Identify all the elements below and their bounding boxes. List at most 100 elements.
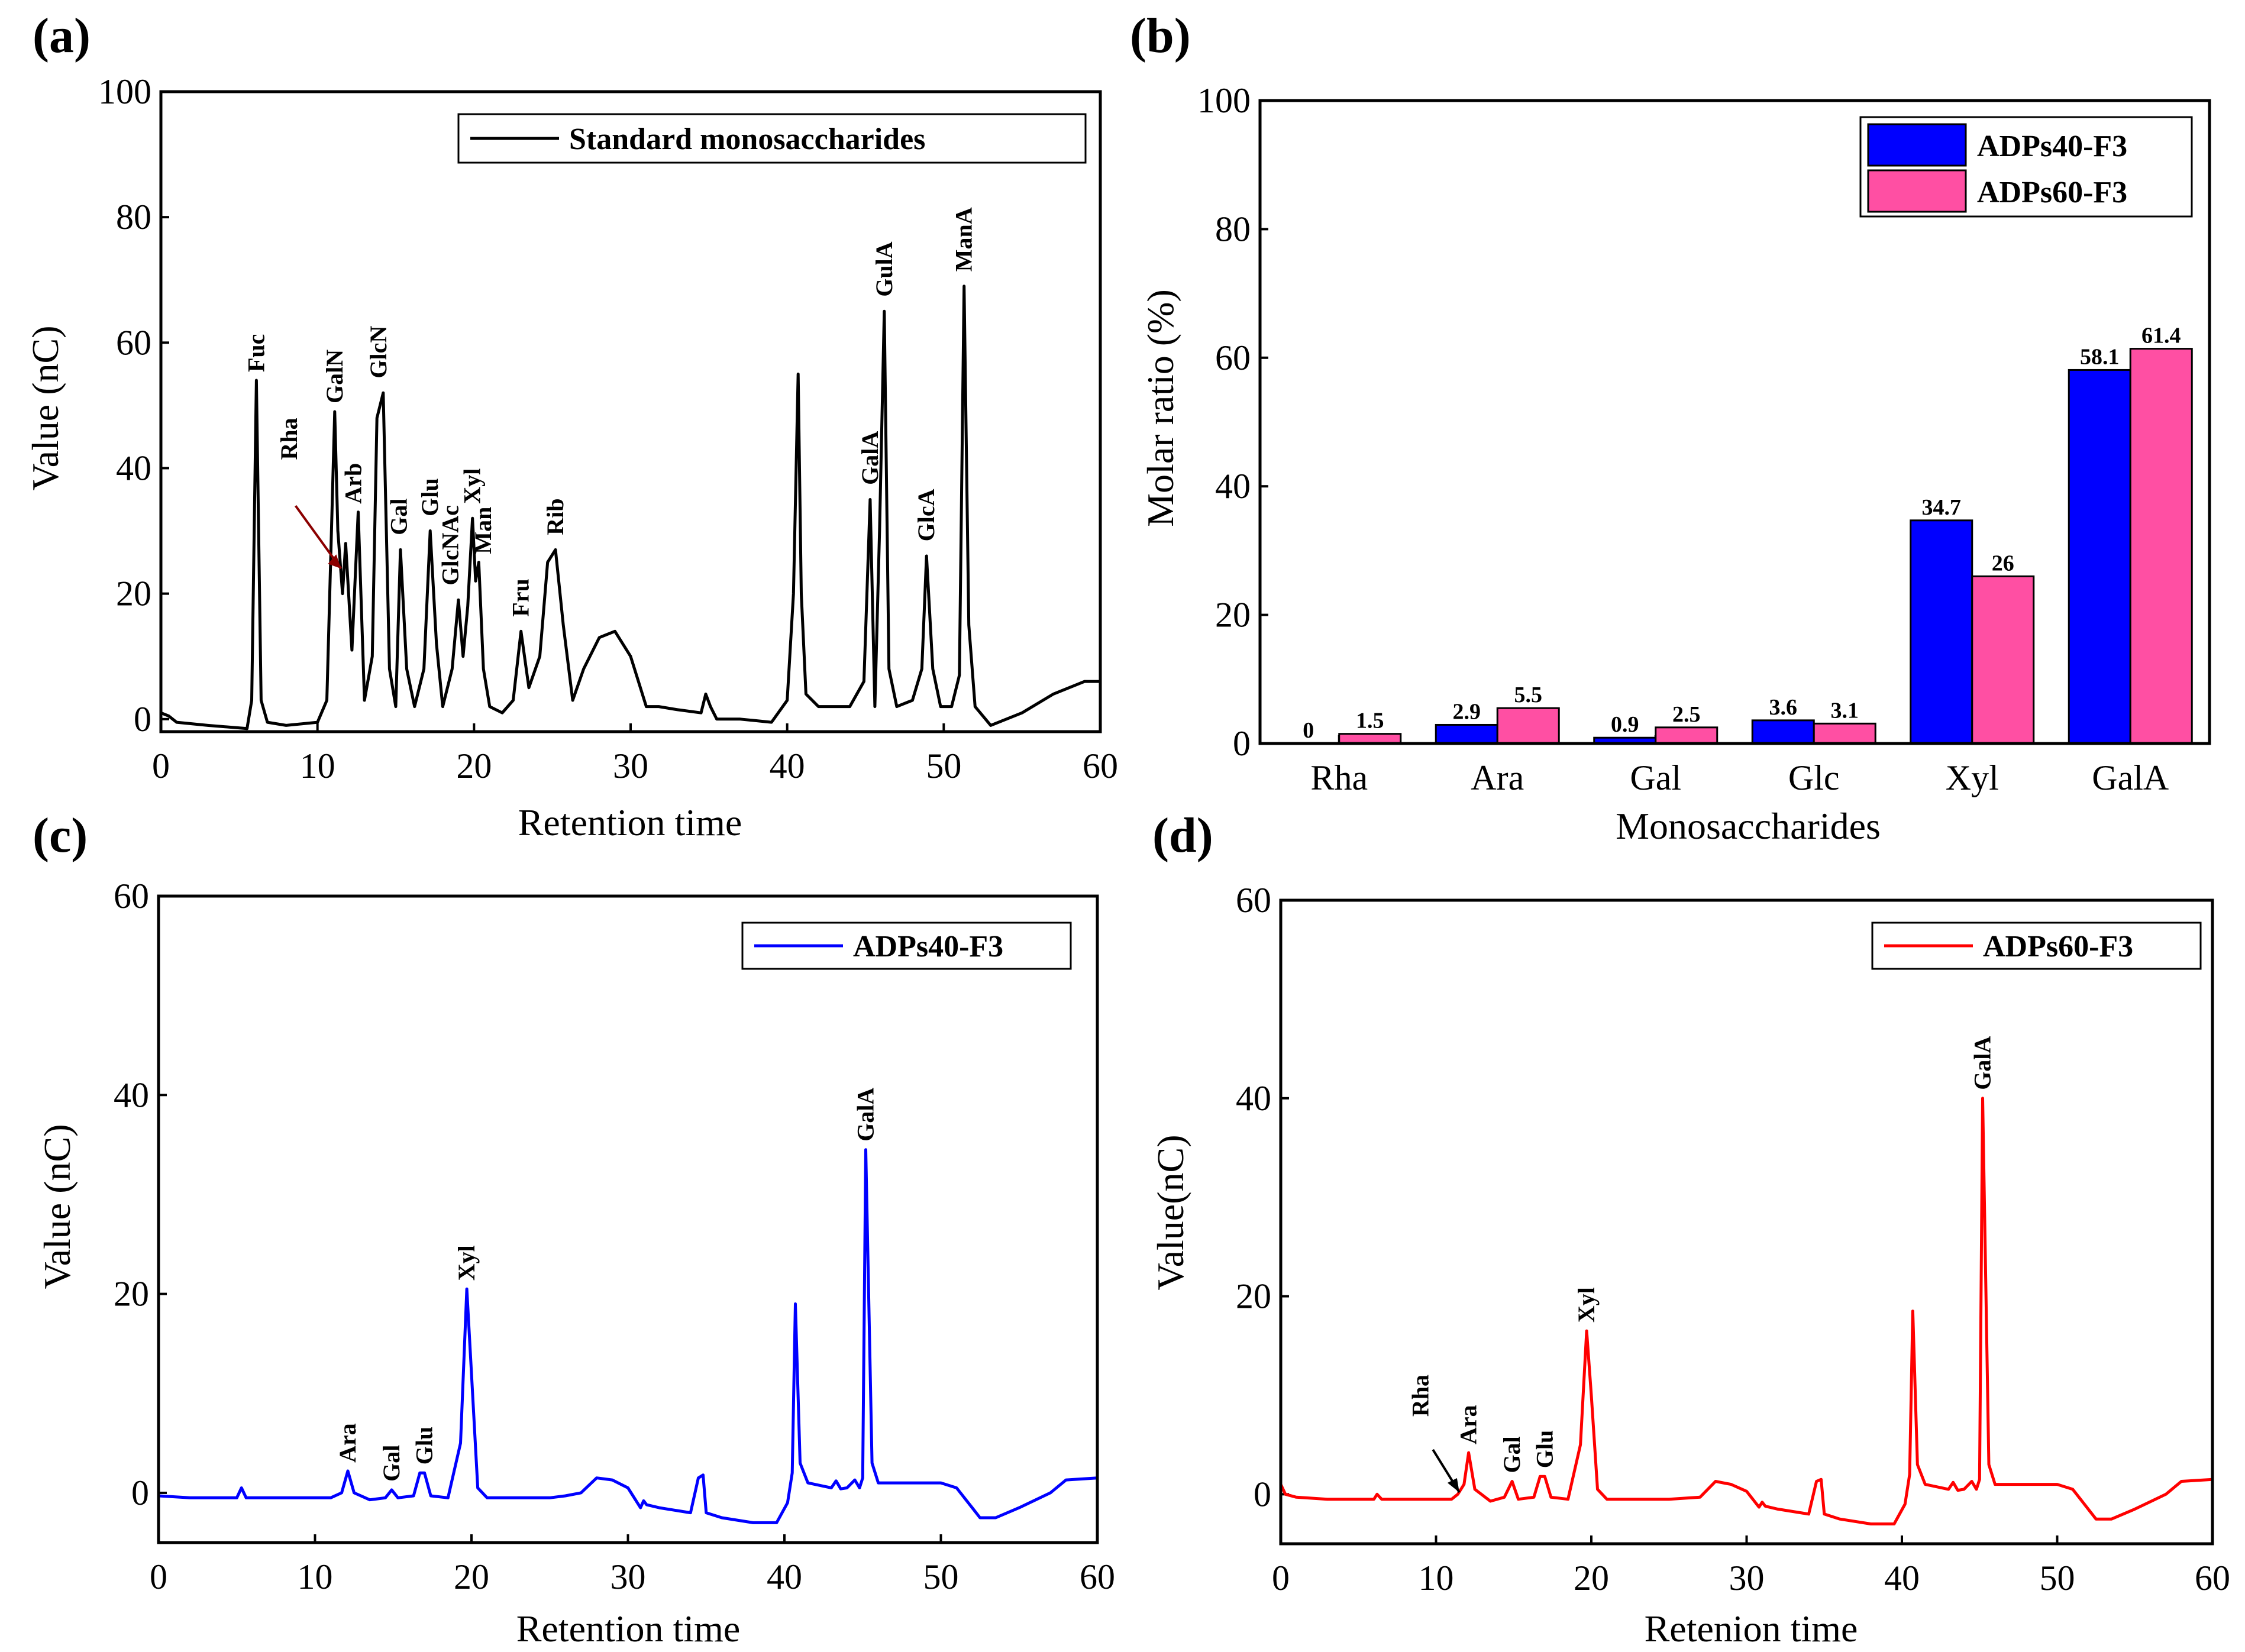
panel-c-letter: (c) (33, 808, 88, 863)
panel-d-rha-arrowhead (1447, 1478, 1459, 1492)
panel-a-ylabel: Value (nC) (24, 325, 66, 490)
panel-b-category-label: GalA (2092, 758, 2169, 797)
panel-b-ytick-label: 60 (1215, 338, 1251, 377)
panel-c-series-line (158, 1148, 1098, 1524)
panel-c-peak-label: Ara (334, 1423, 361, 1463)
panel-a-xlabel: Retention time (518, 801, 742, 843)
panel-d-ytick-label: 40 (1236, 1079, 1271, 1118)
panel-b-bar-value-label: 2.5 (1672, 702, 1701, 727)
panel-d-xtick-label: 0 (1272, 1559, 1290, 1598)
panel-c-legend: ADPs40-F3 (741, 922, 1072, 970)
panel-c-ytick-label: 40 (114, 1075, 149, 1114)
panel-b-bar-adps60 (2129, 348, 2193, 745)
panel-b-category-label: Gal (1630, 758, 1681, 797)
panel-a-legend-label: Standard monosaccharides (569, 122, 925, 156)
panel-a-xtick-label: 40 (770, 746, 805, 785)
panel-d-peak-labels: Rha Ara Gal Glu Xyl GalA (1407, 1036, 1996, 1493)
panel-b-ytick-label: 100 (1197, 81, 1251, 120)
panel-d-peak-label: Rha (1407, 1375, 1433, 1417)
panel-b-bar-value-label: 1.5 (1356, 709, 1384, 733)
panel-d-peak-label: Xyl (1573, 1287, 1600, 1323)
panel-d-xtick-label: 20 (1574, 1559, 1609, 1598)
panel-d-letter: (d) (1152, 808, 1213, 863)
panel-d-legend: ADPs60-F3 (1871, 922, 2202, 970)
panel-b-bar-value-label: 61.4 (2141, 324, 2181, 348)
panel-c-peak-label: Xyl (453, 1245, 480, 1281)
panel-a-peak-label: GalA (857, 431, 883, 485)
panel-b-category-label: Glc (1788, 758, 1840, 797)
panel-d-ytick-label: 0 (1254, 1475, 1271, 1514)
panel-d-ytick-label: 20 (1236, 1277, 1271, 1316)
panel-b-plot-area: 0 1.5 2.9 5.5 0.9 2.5 3.6 3.1 34.7 26 58.1 61.4 (1303, 324, 2193, 745)
panel-d-xtick-label: 10 (1419, 1559, 1454, 1598)
panel-b-legend-swatch-adps60 (1867, 169, 1967, 213)
panel-b-bar-value-label: 3.6 (1769, 695, 1798, 720)
panel-a-legend: Standard monosaccharides (457, 113, 1087, 164)
panel-b-ylabel: Molar ratio (%) (1139, 289, 1181, 527)
panel-c-xtick-label: 20 (454, 1557, 489, 1596)
panel-a-peak-label: Glu (416, 478, 443, 516)
panel-d-ticks: 0 20 40 60 0 10 20 30 40 50 60 (1236, 881, 2230, 1598)
panel-b-bar-adps40 (1435, 723, 1498, 745)
panel-b-bar-value-label: 2.9 (1453, 699, 1481, 724)
panel-a-peak-label: ManA (951, 207, 977, 271)
panel-a-xtick-label: 0 (152, 746, 170, 785)
panel-a-peak-label: GlcNAc (437, 505, 464, 586)
panel-a-peak-label: GlcN (365, 326, 392, 379)
panel-c-ytick-label: 0 (131, 1473, 149, 1512)
panel-b-bar-value-label: 3.1 (1831, 698, 1859, 723)
panel-c-xtick-label: 60 (1080, 1557, 1115, 1596)
panel-c: (c) Retention time Value (nC) 0 20 40 60 0 10… (33, 808, 1115, 1650)
panel-b-category-label: Ara (1471, 758, 1524, 797)
panel-b-bar-adps60 (1655, 726, 1719, 745)
panel-c-xtick-label: 0 (150, 1557, 167, 1596)
panel-b-bar-value-label: 34.7 (1922, 495, 1962, 520)
panel-b-bar-adps60 (1971, 575, 2035, 745)
panel-b-bar-adps40 (2068, 368, 2131, 745)
panel-b-ytick-label: 40 (1215, 467, 1251, 506)
panel-c-xlabel: Retention time (516, 1608, 741, 1650)
panel-a-peak-label: GlcA (913, 489, 939, 541)
panel-d-xtick-label: 60 (2195, 1559, 2230, 1598)
panel-a-ytick-label: 80 (116, 198, 151, 237)
panel-a-ytick-label: 20 (116, 574, 151, 613)
panel-c-peak-label: GalA (852, 1088, 879, 1142)
panel-c-ticks: 0 20 40 60 0 10 20 30 40 50 60 (114, 877, 1115, 1596)
panel-b-ytick-label: 0 (1233, 724, 1251, 763)
panel-b-bar-value-label: 0 (1303, 718, 1314, 743)
panel-c-frame (157, 894, 1099, 1544)
panel-b-bar-value-label: 58.1 (2080, 344, 2120, 369)
panel-b-category-label: Xyl (1946, 758, 1999, 797)
panel-a-peak-label: GalN (321, 350, 348, 403)
panel-a-peak-label: Fru (508, 578, 534, 616)
panel-a-series-line (160, 285, 1100, 730)
panel-c-xtick-label: 40 (767, 1557, 802, 1596)
panel-a-xtick-label: 10 (300, 746, 335, 785)
panel-b-frame (1258, 99, 2211, 745)
panel-a-peak-label: Rha (276, 418, 302, 460)
panel-a-peak-label: GulA (871, 241, 897, 296)
panel-b-letter: (b) (1130, 8, 1191, 63)
panel-b-bar-adps40 (1751, 719, 1815, 745)
panel-c-xtick-label: 30 (610, 1557, 646, 1596)
panel-a-letter: (a) (33, 8, 91, 63)
panel-a-xtick-label: 30 (613, 746, 648, 785)
panel-a-ticks: 0 20 40 60 80 100 0 10 20 30 40 50 60 (98, 72, 1118, 785)
panel-a-ytick-label: 40 (116, 448, 151, 487)
panel-a-xtick-label: 20 (456, 746, 492, 785)
panel-d-legend-label: ADPs60-F3 (1983, 930, 2133, 964)
panel-b-legend-label-adps40: ADPs40-F3 (1977, 130, 2127, 163)
panel-b-legend-swatch-adps40 (1867, 123, 1967, 167)
panel-d-xtick-label: 30 (1729, 1559, 1765, 1598)
panel-c-legend-label: ADPs40-F3 (853, 930, 1003, 964)
panel-d-series-line (1279, 1097, 2213, 1525)
panel-c-ylabel: Value (nC) (36, 1124, 78, 1289)
panel-b-bar-adps60 (1496, 707, 1560, 745)
panel-a-peak-label: Xyl (459, 468, 486, 504)
panel-d-peak-label: Glu (1531, 1430, 1558, 1468)
panel-b-ytick-label: 80 (1215, 209, 1251, 248)
panel-c-ytick-label: 60 (114, 877, 149, 916)
